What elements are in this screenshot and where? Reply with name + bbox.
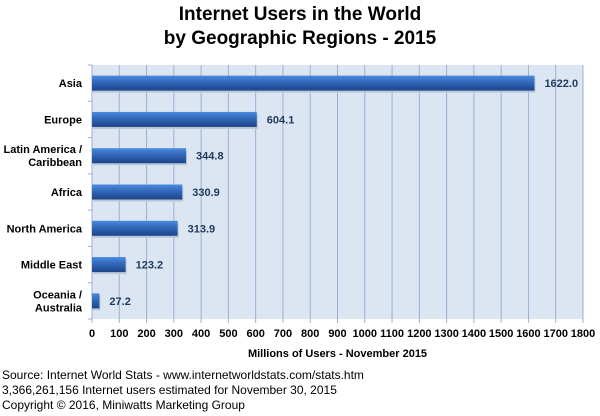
x-tick-label: 1500 (489, 328, 513, 340)
x-tick-label: 800 (301, 328, 319, 340)
bar (92, 293, 100, 309)
bar (92, 257, 126, 273)
bar (92, 148, 187, 164)
x-tick-label: 600 (246, 328, 264, 340)
category-label: Latin America / (4, 144, 82, 156)
bar (92, 184, 183, 200)
x-tick-label: 1700 (543, 328, 567, 340)
x-tick-label: 1600 (516, 328, 540, 340)
category-label: North America (7, 223, 83, 235)
data-label: 604.1 (267, 114, 295, 126)
x-tick-label: 1800 (571, 328, 595, 340)
x-tick-label: 1300 (434, 328, 458, 340)
data-label: 344.8 (196, 151, 224, 163)
category-label: Asia (59, 78, 83, 90)
x-axis-label: Millions of Users - November 2015 (248, 348, 427, 360)
bar (92, 220, 178, 236)
bar (92, 75, 535, 91)
bar (92, 111, 257, 127)
category-label: Australia (35, 302, 83, 314)
data-label: 123.2 (136, 260, 164, 272)
data-label: 313.9 (188, 223, 216, 235)
x-tick-label: 500 (219, 328, 237, 340)
x-tick-label: 200 (137, 328, 155, 340)
x-tick-label: 1200 (407, 328, 431, 340)
data-label: 27.2 (109, 296, 130, 308)
source-note: Source: Internet World Stats - www.inter… (2, 368, 364, 382)
category-label: Oceania / (33, 289, 82, 301)
x-tick-label: 1400 (462, 328, 486, 340)
category-label: Middle East (21, 260, 82, 272)
category-label: Caribbean (28, 157, 82, 169)
copyright-note: Copyright © 2016, Miniwatts Marketing Gr… (2, 398, 245, 412)
x-tick-label: 100 (110, 328, 128, 340)
x-tick-label: 1000 (353, 328, 377, 340)
data-label: 1622.0 (544, 78, 578, 90)
x-tick-label: 400 (192, 328, 210, 340)
category-label: Africa (51, 187, 83, 199)
x-tick-label: 1100 (380, 328, 404, 340)
x-tick-label: 0 (89, 328, 95, 340)
estimate-note: 3,366,261,156 Internet users estimated f… (2, 383, 337, 397)
chart-subtitle: by Geographic Regions - 2015 (163, 28, 437, 49)
x-tick-label: 900 (328, 328, 346, 340)
data-label: 330.9 (192, 187, 220, 199)
x-tick-label: 700 (274, 328, 292, 340)
category-label: Europe (44, 114, 82, 126)
x-tick-label: 300 (165, 328, 183, 340)
chart-title: Internet Users in the World (178, 4, 422, 25)
